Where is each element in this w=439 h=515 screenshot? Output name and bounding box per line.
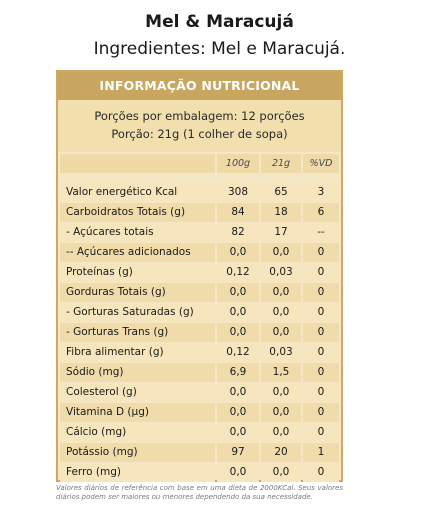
nutrient-name: Colesterol (g) (60, 383, 215, 402)
value-100g: 0,0 (217, 323, 259, 342)
value-vd: -- (303, 223, 339, 242)
table-row: Carboidratos Totais (g) 84 18 6 (58, 203, 341, 222)
nutrient-name: Valor energético Kcal (60, 183, 215, 202)
value-100g: 0,12 (217, 343, 259, 362)
value-21g: 0,0 (261, 383, 301, 402)
value-100g: 82 (217, 223, 259, 242)
value-21g: 0,0 (261, 243, 301, 262)
product-name: Mel & Maracujá (145, 12, 294, 32)
value-100g: 6,9 (217, 363, 259, 382)
nutrient-name: Proteínas (g) (60, 263, 215, 282)
table-row: - Açúcares totais 82 17 -- (58, 223, 341, 242)
nutrient-name: Fibra alimentar (g) (60, 343, 215, 362)
value-21g: 0,0 (261, 303, 301, 322)
value-21g: 17 (261, 223, 301, 242)
table-row: -- Açúcares adicionados 0,0 0,0 0 (58, 243, 341, 262)
nutrient-name: Sódio (mg) (60, 363, 215, 382)
value-21g: 0,0 (261, 283, 301, 302)
value-100g: 0,0 (217, 283, 259, 302)
table-row: Vitamina D (µg) 0,0 0,0 0 (58, 403, 341, 422)
nutrient-name: -- Açúcares adicionados (60, 243, 215, 262)
portion-box: Porções por embalagem: 12 porções Porção… (58, 100, 341, 152)
table-row: Cálcio (mg) 0,0 0,0 0 (58, 423, 341, 442)
value-21g: 0,03 (261, 343, 301, 362)
table-row: Proteínas (g) 0,12 0,03 0 (58, 263, 341, 282)
table-row: Colesterol (g) 0,0 0,0 0 (58, 383, 341, 402)
nutrient-name: Gorduras Totais (g) (60, 283, 215, 302)
value-vd: 0 (303, 323, 339, 342)
header-vd: %VD (303, 154, 339, 173)
value-vd: 6 (303, 203, 339, 222)
value-21g: 0,0 (261, 323, 301, 342)
value-21g: 18 (261, 203, 301, 222)
nutrient-name: - Açúcares totais (60, 223, 215, 242)
table-row: Potássio (mg) 97 20 1 (58, 443, 341, 462)
value-100g: 0,0 (217, 463, 259, 482)
value-vd: 0 (303, 303, 339, 322)
value-vd: 3 (303, 183, 339, 202)
nutrient-name: Vitamina D (µg) (60, 403, 215, 422)
value-100g: 0,0 (217, 383, 259, 402)
value-100g: 308 (217, 183, 259, 202)
nutrient-name: Cálcio (mg) (60, 423, 215, 442)
value-vd: 0 (303, 243, 339, 262)
nutrient-name: - Gorturas Saturadas (g) (60, 303, 215, 322)
value-21g: 0,0 (261, 423, 301, 442)
table-row: Sódio (mg) 6,9 1,5 0 (58, 363, 341, 382)
ingredients-line: Ingredientes: Mel e Maracujá. (93, 39, 346, 59)
header-100g: 100g (217, 154, 259, 173)
value-100g: 0,0 (217, 303, 259, 322)
value-vd: 0 (303, 283, 339, 302)
table-row: Gorduras Totais (g) 0,0 0,0 0 (58, 283, 341, 302)
table-row: Ferro (mg) 0,0 0,0 0 (58, 463, 341, 482)
value-100g: 0,0 (217, 243, 259, 262)
nutrient-name: Ferro (mg) (60, 463, 215, 482)
value-vd: 0 (303, 423, 339, 442)
value-21g: 20 (261, 443, 301, 462)
value-vd: 0 (303, 363, 339, 382)
table-row: Fibra alimentar (g) 0,12 0,03 0 (58, 343, 341, 362)
value-21g: 1,5 (261, 363, 301, 382)
value-21g: 0,03 (261, 263, 301, 282)
nutrient-name: Carboidratos Totais (g) (60, 203, 215, 222)
header-21g: 21g (261, 154, 301, 173)
value-vd: 0 (303, 383, 339, 402)
table-header-row: 100g 21g %VD (58, 154, 341, 173)
value-vd: 0 (303, 463, 339, 482)
value-vd: 0 (303, 263, 339, 282)
value-100g: 0,0 (217, 403, 259, 422)
table-row: - Gorturas Saturadas (g) 0,0 0,0 0 (58, 303, 341, 322)
table-row: Valor energético Kcal 308 65 3 (58, 183, 341, 202)
portions-per-package: Porções por embalagem: 12 porções (94, 109, 305, 123)
value-100g: 0,12 (217, 263, 259, 282)
value-21g: 65 (261, 183, 301, 202)
panel-header: INFORMAÇÃO NUTRICIONAL (58, 72, 341, 100)
nutrient-name: Potássio (mg) (60, 443, 215, 462)
value-100g: 97 (217, 443, 259, 462)
value-21g: 0,0 (261, 463, 301, 482)
nutrient-name: - Gorturas Trans (g) (60, 323, 215, 342)
value-21g: 0,0 (261, 403, 301, 422)
value-100g: 84 (217, 203, 259, 222)
nutrition-panel: INFORMAÇÃO NUTRICIONAL Porções por embal… (56, 70, 343, 482)
value-100g: 0,0 (217, 423, 259, 442)
value-vd: 1 (303, 443, 339, 462)
table-row: - Gorturas Trans (g) 0,0 0,0 0 (58, 323, 341, 342)
value-vd: 0 (303, 343, 339, 362)
header-nutrient (60, 154, 215, 173)
footnote: Valores diários de referência com base e… (56, 484, 343, 501)
value-vd: 0 (303, 403, 339, 422)
portion-size: Porção: 21g (1 colher de sopa) (111, 127, 288, 141)
